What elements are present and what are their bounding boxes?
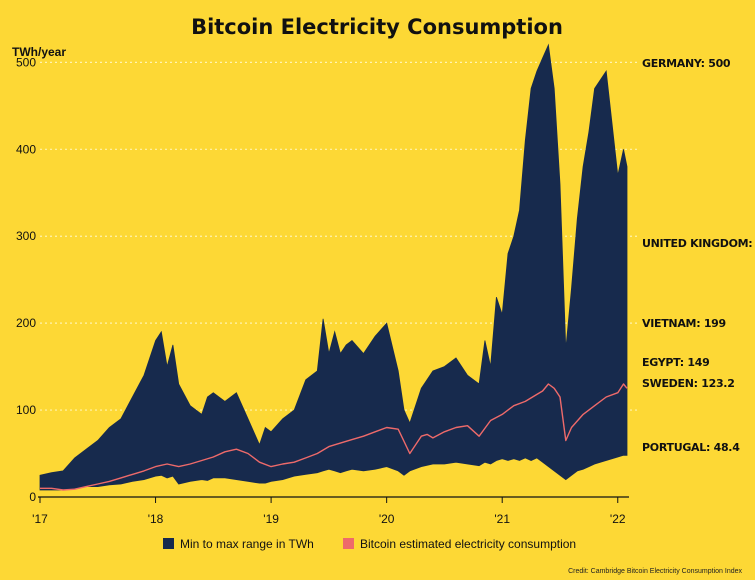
country-annotations: GERMANY: 500 UNITED KINGDOM: 289 VIETNAM: … [642,57,755,454]
legend-label-estimate: Bitcoin estimated electricity consumptio… [360,537,576,551]
x-tick-label: '17 [32,512,48,526]
legend: Min to max range in TWh Bitcoin estimate… [163,537,576,551]
x-tick-label: '19 [263,512,279,526]
legend-swatch-estimate [343,538,354,549]
y-tick-label: 500 [16,55,36,69]
y-axis-unit-label: TWh/year [12,45,66,59]
x-tick-label: '22 [610,512,626,526]
annotation-label: PORTUGAL: 48.4 [642,441,740,454]
x-tick-label: '20 [379,512,395,526]
annotation-label: UNITED KINGDOM: 289 [642,237,755,250]
legend-label-range: Min to max range in TWh [180,537,314,551]
y-tick-label: 200 [16,316,36,330]
y-axis-ticks: 0 100 200 300 400 500 [16,55,36,504]
y-tick-label: 0 [29,490,36,504]
annotation-label: GERMANY: 500 [642,57,731,70]
estimate-line [40,383,628,491]
y-tick-label: 300 [16,229,36,243]
annotation-label: SWEDEN: 123.2 [642,377,735,390]
range-area-layer [39,43,628,491]
range-area [39,43,628,491]
x-tick-label: '18 [148,512,164,526]
x-axis: '17 '18 '19 '20 '21 '22 [32,496,629,526]
x-tick-label: '21 [494,512,510,526]
y-tick-label: 400 [16,142,36,156]
credit-text: Credit: Cambridge Bitcoin Electricity Co… [568,568,742,575]
estimate-line-layer [40,383,628,491]
chart-title: Bitcoin Electricity Consumption [191,15,563,39]
legend-swatch-range [163,538,174,549]
annotation-label: EGYPT: 149 [642,356,709,369]
annotation-label: VIETNAM: 199 [642,317,726,330]
y-tick-label: 100 [16,403,36,417]
